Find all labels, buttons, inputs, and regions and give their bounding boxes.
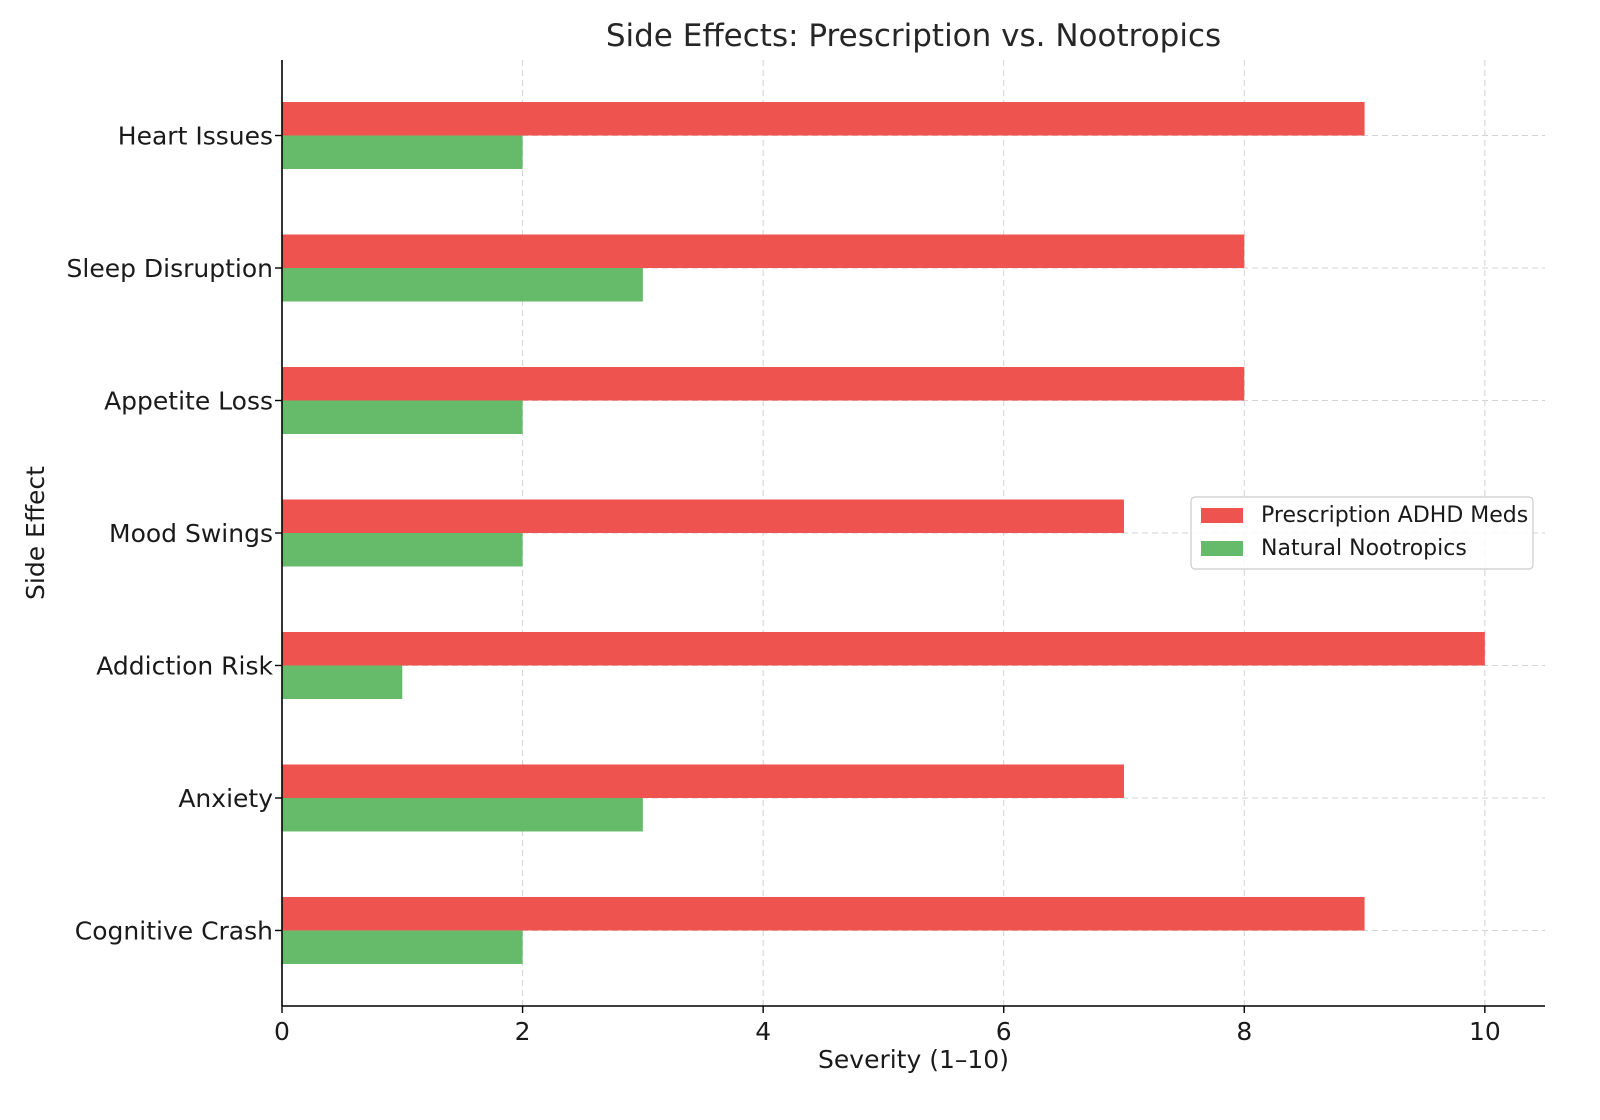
bar-prescription: [282, 896, 1365, 931]
bar-prescription: [282, 499, 1124, 533]
y-tick-label: Sleep Disruption: [67, 254, 274, 283]
x-tick-label: 6: [996, 1017, 1012, 1046]
bar-prescription: [282, 764, 1124, 798]
x-axis-label: Severity (1–10): [818, 1045, 1009, 1074]
y-tick-label: Cognitive Crash: [75, 916, 273, 945]
bar-nootropics: [282, 533, 523, 567]
bar-layer: [282, 102, 1485, 964]
y-tick-label: Anxiety: [178, 784, 273, 813]
chart-title: Side Effects: Prescription vs. Nootropic…: [606, 18, 1221, 54]
y-tick-label: Addiction Risk: [96, 651, 273, 680]
legend-frame: [1190, 496, 1534, 570]
legend-label: Natural Nootropics: [1261, 536, 1467, 561]
x-tick-label: 8: [1236, 1017, 1252, 1046]
bar-nootropics: [282, 665, 403, 699]
bar-prescription: [282, 631, 1485, 666]
y-tick-label: Heart Issues: [118, 122, 273, 151]
bar-nootropics: [282, 400, 523, 435]
bar-nootropics: [282, 268, 643, 302]
axis-layer: 0 2 4 6 8 10 Heart Issues Sleep Disruption Appet…: [67, 60, 1545, 1046]
y-axis-label: Side Effect: [21, 466, 50, 600]
bar-prescription: [282, 234, 1245, 269]
x-tick-label: 4: [755, 1017, 771, 1046]
x-tick-label: 0: [274, 1017, 290, 1046]
bar-prescription: [282, 102, 1365, 136]
y-tick-label: Appetite Loss: [104, 387, 273, 416]
y-tick-label: Mood Swings: [109, 519, 273, 548]
legend: Prescription ADHD Meds Natural Nootropics: [1190, 496, 1534, 570]
x-tick-label: 2: [515, 1017, 531, 1046]
legend-swatch: [1201, 541, 1243, 556]
bar-nootropics: [282, 930, 523, 964]
legend-label: Prescription ADHD Meds: [1261, 503, 1528, 528]
legend-swatch: [1201, 508, 1243, 523]
bar-nootropics: [282, 797, 643, 832]
x-tick-label: 10: [1469, 1017, 1501, 1046]
bar-prescription: [282, 367, 1245, 401]
bar-nootropics: [282, 135, 523, 170]
